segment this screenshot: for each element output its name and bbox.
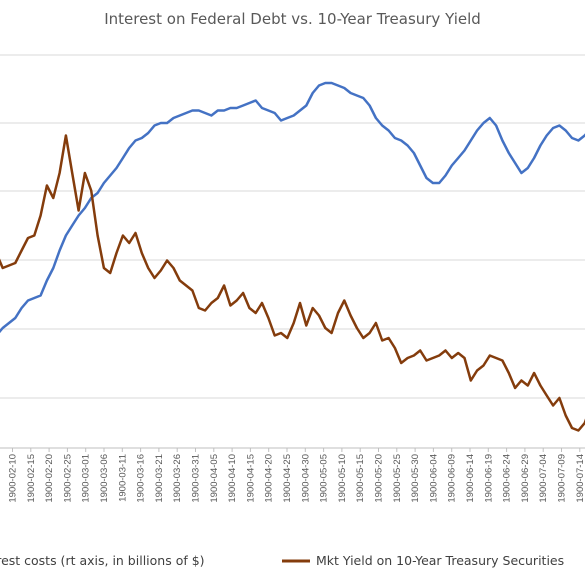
x-tick-label: 1900-05-15 — [355, 454, 366, 503]
x-tick-label: 1900-07-14 — [575, 454, 585, 503]
x-tick-label: 1900-03-26 — [172, 454, 183, 503]
gridlines — [0, 54, 585, 449]
x-tick-label: 1900-06-19 — [483, 454, 494, 503]
x-tick-label: 1900-02-10 — [8, 454, 19, 503]
x-tick-label: 1900-04-30 — [300, 454, 311, 503]
x-tick-label: 1900-06-04 — [428, 454, 439, 503]
x-tick-label: 1900-04-10 — [227, 454, 238, 503]
chart-title: Interest on Federal Debt vs. 10-Year Tre… — [104, 10, 481, 28]
x-tick-label: 1900-03-01 — [81, 454, 92, 503]
x-tick-label: 1900-05-05 — [319, 454, 330, 503]
x-tick-label: 1900-03-06 — [99, 454, 110, 503]
x-tick-label: 1900-06-14 — [465, 454, 476, 503]
x-tick-label: 1900-05-25 — [392, 454, 403, 503]
x-tick-label: 1900-02-15 — [26, 454, 37, 503]
x-tick-label: 1900-03-31 — [191, 454, 202, 503]
series-line-treasury-yield — [0, 134, 585, 432]
x-tick-label: 1900-03-11 — [117, 454, 128, 502]
series-lines — [0, 81, 585, 432]
x-tick-label: 1900-03-21 — [154, 454, 165, 503]
x-tick-label: 1900-05-20 — [374, 454, 385, 503]
x-tick-label: 1900-04-25 — [282, 454, 293, 503]
x-tick-label: 1900-07-04 — [538, 454, 549, 503]
legend: Interest costs (rt axis, in billions of … — [0, 553, 564, 568]
x-tick-label: 1900-03-16 — [136, 454, 147, 503]
x-tick-label: 1900-05-10 — [337, 454, 348, 503]
x-tick-label: 1900-06-24 — [502, 454, 513, 503]
legend-label-interest-costs: Interest costs (rt axis, in billions of … — [0, 553, 205, 568]
series-line-interest-costs — [0, 81, 585, 334]
x-tick-label: 1900-06-29 — [520, 454, 531, 503]
x-tick-label: 1900-04-15 — [245, 454, 256, 503]
x-tick-label: 1900-02-25 — [62, 454, 73, 503]
x-tick-label: 1900-05-30 — [410, 454, 421, 503]
x-axis-ticks: 1900-02-10 1900-02-15 1900-02-20 1900-02-25… — [8, 448, 585, 503]
x-tick-label: 1900-04-05 — [209, 454, 220, 503]
x-tick-label: 1900-06-09 — [447, 454, 458, 503]
x-tick-label: 1900-02-20 — [44, 454, 55, 503]
x-tick-label: 1900-07-09 — [557, 454, 568, 503]
x-tick-label: 1900-04-20 — [264, 454, 275, 503]
legend-label-treasury-yield: Mkt Yield on 10-Year Treasury Securities — [316, 553, 564, 568]
